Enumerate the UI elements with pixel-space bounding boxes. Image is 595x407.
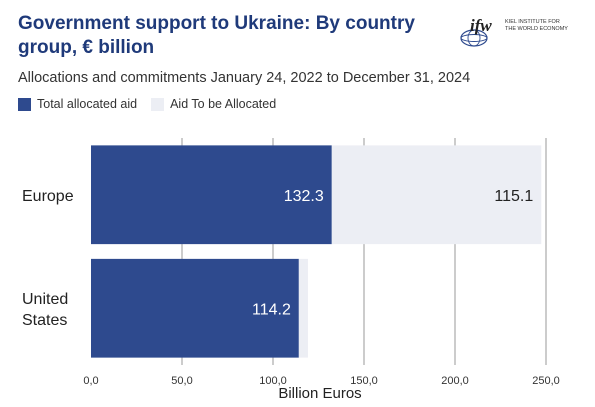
x-tick-label: 250,0 [532, 375, 560, 387]
chart-title: Government support to Ukraine: By countr… [18, 13, 415, 58]
legend-label-allocated: Total allocated aid [37, 97, 138, 111]
legend-swatch-allocated [18, 97, 31, 111]
x-axis-label: Billion Euros [278, 385, 361, 402]
logo-line1: KIEL INSTITUTE FOR [505, 19, 560, 25]
bar-labels: 132.3 115.1 114.2 [252, 188, 533, 319]
bar-value-label: 132.3 [284, 188, 324, 205]
category-label: Europe [22, 188, 74, 205]
category-label: United States [22, 291, 68, 329]
legend-label-to-be-allocated: Aid To be Allocated [170, 97, 277, 111]
legend: Total allocated aid Aid To be Allocated [18, 97, 290, 111]
x-tick-label: 0,0 [83, 375, 98, 387]
ifw-logo: ifw KIEL INSTITUTE FOR THE WORLD ECONOMY [458, 12, 583, 52]
bar-allocated [91, 145, 332, 245]
bar-to-be-allocated [331, 145, 542, 245]
logo-line2: THE WORLD ECONOMY [505, 26, 568, 32]
legend-swatch-to-be-allocated [151, 97, 165, 111]
chart-subtitle: Allocations and commitments January 24, … [18, 70, 471, 86]
legend-item-allocated: Total allocated aid [18, 97, 137, 111]
x-tick-label: 150,0 [350, 375, 378, 387]
x-tick-labels: 0,0 50,0 100,0 150,0 200,0 250,0 [83, 375, 559, 387]
x-tick-label: 50,0 [171, 375, 192, 387]
bar-value-label: 114.2 [252, 301, 291, 318]
x-tick-label: 200,0 [441, 375, 469, 387]
category-labels: Europe United States [22, 188, 74, 329]
bars [91, 145, 542, 358]
globe-icon [460, 29, 488, 47]
logo-wordmark: ifw [470, 16, 492, 35]
bar-value-label: 115.1 [494, 188, 533, 205]
legend-item-to-be-allocated: Aid To be Allocated [151, 97, 276, 111]
bar-to-be-allocated [298, 258, 308, 358]
x-tick-label: 100,0 [259, 375, 287, 387]
bar-allocated [91, 258, 299, 358]
